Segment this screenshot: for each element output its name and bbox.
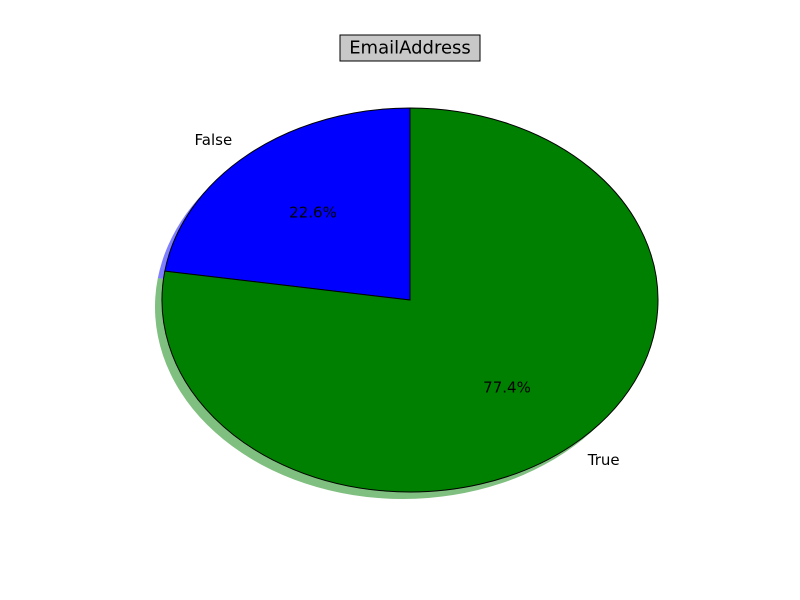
pie-slice-false (164, 107, 411, 301)
chart-title-box (339, 34, 481, 62)
slice-label-false: False (195, 131, 233, 149)
chart-title-group: EmailAddress (339, 34, 481, 62)
slice-label-true: True (587, 451, 620, 469)
slice-percent-true: 77.4% (483, 378, 531, 396)
slice-percent-false: 22.6% (289, 204, 337, 222)
pie-label-layer: False 22.6% True 77.4% (195, 131, 620, 469)
chart-title: EmailAddress (349, 38, 471, 59)
pie-slice-layer (161, 107, 659, 493)
pie-slice-true (161, 107, 659, 493)
